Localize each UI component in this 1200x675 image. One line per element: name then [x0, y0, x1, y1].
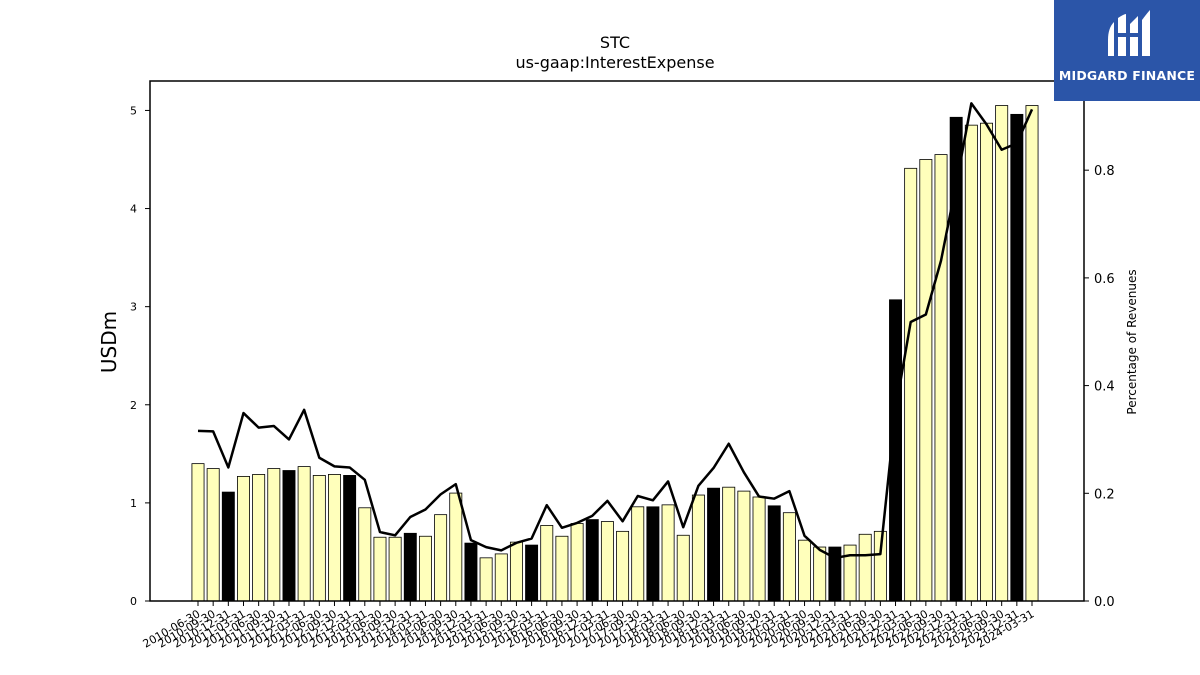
bar-2014-03-31 [418, 535, 432, 602]
y-tick-label: 2 [130, 399, 137, 412]
bar-2022-06-30 [919, 159, 933, 602]
bar-2011-06-30 [252, 474, 266, 602]
bar-2013-12-31 [403, 532, 417, 602]
bar-2022-03-31 [904, 167, 918, 602]
bar-2017-03-31 [600, 521, 614, 602]
bar-2011-03-31 [237, 475, 250, 602]
bar-2019-09-30 [752, 496, 766, 602]
bar-2017-09-30 [631, 506, 645, 602]
bar-2022-09-30 [934, 154, 948, 602]
bar-2023-03-31 [964, 124, 978, 602]
bar-2012-12-31 [343, 475, 357, 602]
bar-2010-06-30 [191, 463, 205, 602]
plot-frame [149, 80, 1085, 602]
bar-2021-06-30 [858, 533, 872, 602]
axes-layer: 0123450.00.20.40.60.82010-06-302010-09-3… [130, 80, 1115, 651]
bar-2012-09-30 [328, 474, 341, 602]
ratio-line [197, 102, 1034, 560]
chart-subtitle: us-gaap:InterestExpense [515, 53, 714, 72]
bars-layer [191, 105, 1039, 602]
brand-name: MIDGARD FINANCE [1058, 68, 1196, 83]
bar-2011-09-30 [267, 468, 281, 602]
bar-2023-09-30 [995, 105, 1009, 602]
bar-2014-12-31 [464, 542, 478, 602]
bar-2019-06-30 [737, 490, 751, 602]
y-right-tick-label: 0.4 [1094, 380, 1115, 395]
bar-2012-06-30 [312, 475, 326, 602]
y-right-tick-label: 0.6 [1094, 272, 1115, 287]
brand-logo: MIDGARD FINANCE [1054, 0, 1200, 101]
bar-2016-03-31 [540, 525, 554, 602]
bar-2020-06-30 [798, 539, 812, 602]
bar-2010-12-31 [221, 491, 235, 602]
bar-2017-06-30 [616, 530, 630, 602]
bar-2021-09-30 [873, 530, 887, 602]
bar-2021-03-31 [843, 544, 857, 602]
bar-2010-09-30 [206, 468, 220, 602]
bar-2018-09-30 [691, 494, 705, 602]
bar-2019-03-31 [722, 486, 736, 602]
bar-2015-03-31 [479, 557, 493, 602]
bar-2018-12-31 [707, 487, 721, 602]
ratio-line-layer [197, 102, 1034, 560]
bar-2017-12-31 [646, 506, 660, 602]
y-tick-label: 3 [130, 301, 137, 314]
bar-2019-12-31 [767, 505, 781, 602]
y-tick-label: 5 [130, 104, 137, 117]
y-tick-label: 4 [130, 203, 137, 216]
bar-2018-03-31 [661, 504, 675, 602]
bar-2015-09-30 [509, 541, 523, 602]
bar-2023-06-30 [980, 122, 993, 602]
y-right-tick-label: 0.2 [1094, 487, 1115, 502]
y-tick-label: 0 [130, 595, 137, 608]
y-axis-label: USDm [97, 311, 121, 373]
bar-2018-06-30 [676, 534, 690, 602]
bar-2014-09-30 [449, 492, 463, 602]
brand-mark-icon [1108, 10, 1150, 56]
bar-2024-03-31 [1025, 105, 1039, 602]
bar-2016-09-30 [570, 523, 584, 602]
y-right-tick-label: 0.0 [1094, 595, 1115, 610]
bar-2013-03-31 [358, 507, 372, 602]
bar-2020-03-31 [782, 512, 796, 602]
bar-2023-12-31 [1010, 113, 1024, 602]
bar-2020-09-30 [813, 546, 827, 602]
bar-2013-06-30 [373, 536, 387, 602]
bar-2014-06-30 [434, 514, 448, 602]
chart-title: STC [600, 33, 630, 52]
y-axis-right-label: Percentage of Revenues [1125, 269, 1139, 414]
bar-2016-06-30 [555, 535, 569, 602]
bar-2012-03-31 [297, 466, 311, 602]
y-tick-label: 1 [130, 497, 137, 510]
bar-2011-12-31 [282, 470, 296, 602]
y-right-tick-label: 0.8 [1094, 164, 1115, 179]
bar-2013-09-30 [388, 536, 402, 602]
bar-2015-12-31 [525, 544, 539, 602]
bar-2016-12-31 [585, 519, 599, 602]
bar-2015-06-30 [494, 553, 508, 602]
